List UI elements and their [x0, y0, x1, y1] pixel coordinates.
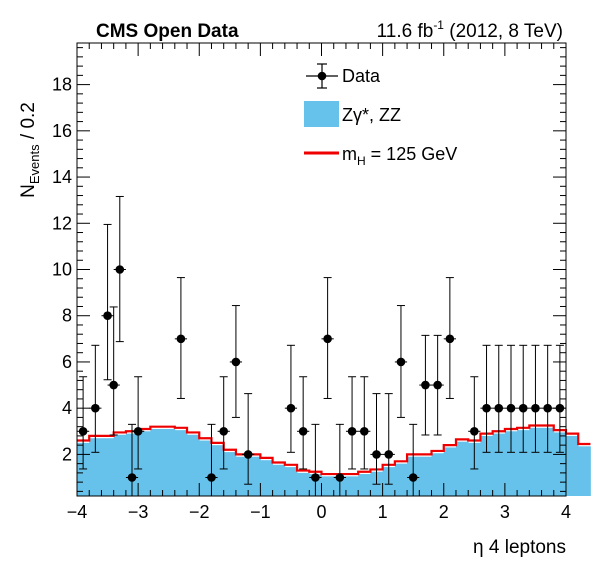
background-bin [187, 435, 200, 496]
x-tick-label: −4 [67, 502, 88, 522]
y-tick-label: 18 [52, 75, 72, 95]
y-tick-label: 4 [62, 398, 72, 418]
background-bin [199, 441, 212, 496]
background-bin [236, 457, 249, 496]
data-marker [470, 427, 479, 436]
data-marker [409, 473, 418, 482]
background-bin [346, 476, 359, 496]
data-marker [311, 473, 320, 482]
background-bin [566, 436, 579, 496]
x-tick-label: −1 [250, 502, 271, 522]
luminosity-label: 11.6 fb-1 (2012, 8 TeV) [377, 18, 563, 42]
background-bin [138, 431, 151, 496]
x-tick-label: −3 [128, 502, 149, 522]
background-bin [248, 457, 261, 496]
x-tick-label: 1 [378, 502, 388, 522]
background-bin [432, 453, 445, 496]
data-marker [531, 404, 540, 413]
background-bin [395, 464, 408, 496]
data-marker [397, 358, 406, 367]
background-bin [163, 429, 176, 496]
data-marker [109, 381, 118, 390]
data-marker [115, 265, 124, 274]
background-bin [456, 442, 469, 496]
background-bin [150, 429, 163, 496]
data-marker [372, 450, 381, 459]
background-bin [260, 460, 273, 496]
data-marker [232, 358, 241, 367]
data-marker [79, 427, 88, 436]
y-tick-label: 12 [52, 213, 72, 233]
x-tick-label: 3 [500, 502, 510, 522]
y-tick-label: 8 [62, 306, 72, 326]
data-marker [128, 473, 137, 482]
background-bin [578, 446, 591, 496]
background-bin [273, 465, 286, 496]
data-marker [384, 450, 393, 459]
y-tick-label: 10 [52, 260, 72, 280]
data-marker [244, 450, 253, 459]
experiment-label: CMS Open Data [96, 21, 239, 42]
data-marker [323, 335, 332, 344]
x-axis-label: η 4 leptons [473, 537, 566, 558]
data-marker [482, 404, 491, 413]
data-marker [360, 427, 369, 436]
background-bin [419, 457, 432, 496]
data-marker [299, 427, 308, 436]
background-bin [211, 445, 224, 496]
data-marker [507, 404, 516, 413]
legend-data-label: Data [342, 66, 381, 86]
background-bin [285, 467, 298, 496]
data-marker [336, 473, 345, 482]
background-bin [322, 476, 335, 496]
data-marker [348, 427, 357, 436]
data-marker [177, 335, 186, 344]
data-marker [446, 335, 455, 344]
data-marker [103, 311, 112, 320]
background-bin [358, 474, 371, 496]
data-marker [433, 381, 442, 390]
data-marker [134, 427, 143, 436]
y-tick-label: 2 [62, 444, 72, 464]
data-marker [543, 404, 552, 413]
data-marker [421, 381, 430, 390]
background-bin [224, 452, 237, 496]
y-tick-label: 6 [62, 352, 72, 372]
x-tick-label: 0 [316, 502, 326, 522]
data-marker [494, 404, 503, 413]
x-tick-label: 4 [561, 502, 571, 522]
background-bin [101, 438, 114, 496]
x-tick-label: 2 [439, 502, 449, 522]
data-marker [207, 473, 216, 482]
data-marker [91, 404, 100, 413]
background-bin [444, 447, 457, 496]
background-bin [114, 435, 127, 496]
data-marker [519, 404, 528, 413]
y-tick-label: 16 [52, 121, 72, 141]
background-bin [175, 430, 188, 496]
legend-background-swatch [304, 101, 339, 127]
data-marker [287, 404, 296, 413]
data-marker [219, 427, 228, 436]
x-tick-label: −2 [189, 502, 210, 522]
background-bin [297, 473, 310, 496]
legend-background-label: Zγ*, ZZ [342, 105, 401, 125]
y-tick-label: 14 [52, 167, 72, 187]
